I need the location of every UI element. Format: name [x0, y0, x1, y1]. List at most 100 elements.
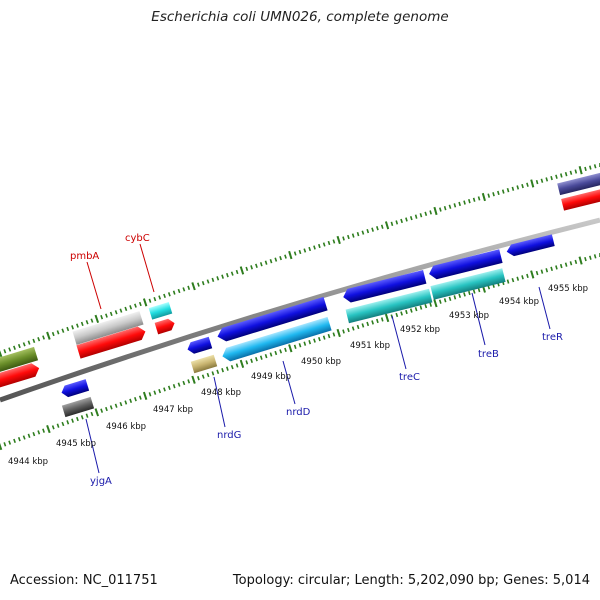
gene-arrow[interactable] — [61, 396, 95, 418]
scale-tick — [293, 251, 297, 256]
scale-tick — [245, 360, 249, 365]
scale-tick — [284, 254, 287, 259]
treR-gene[interactable] — [505, 234, 555, 257]
gene-label-pmbA[interactable]: pmbA — [70, 251, 99, 262]
scale-tick — [250, 358, 253, 363]
scale-tick — [0, 442, 3, 451]
nrdG-gene[interactable] — [186, 336, 213, 355]
scale-tick — [158, 295, 162, 300]
scale-tick — [361, 230, 365, 235]
scale-tick — [216, 276, 220, 281]
scale-tick — [80, 415, 84, 420]
scale-tick — [37, 430, 41, 435]
scale-tick — [37, 337, 41, 342]
scale-tick — [356, 231, 360, 237]
scale-tick — [76, 323, 79, 328]
kbp-label: 4952 kbp — [400, 325, 440, 335]
scale-tick — [255, 357, 258, 362]
treB-cds[interactable] — [430, 268, 506, 300]
scale-tick — [197, 376, 200, 381]
scale-tick — [182, 287, 186, 292]
scale-tick — [376, 318, 379, 324]
scale-tick — [492, 192, 495, 197]
nrdD-gene[interactable] — [215, 296, 328, 343]
gene-label-nrdD[interactable]: nrdD — [286, 407, 311, 418]
scale-tick — [27, 433, 31, 438]
yjgA-gene[interactable] — [60, 379, 90, 398]
treC-gene[interactable] — [342, 270, 427, 304]
scale-tick — [90, 318, 94, 323]
scale-tick — [255, 263, 258, 268]
scale-tick — [51, 331, 55, 337]
scale-tick — [274, 350, 278, 356]
gene-arrow[interactable] — [0, 361, 41, 390]
gene-label-treB[interactable]: treB — [478, 349, 499, 360]
scale-tick — [458, 293, 462, 299]
gene-label-yjgA[interactable]: yjgA — [90, 476, 112, 487]
scale-tick — [322, 242, 326, 247]
scale-tick — [279, 255, 282, 261]
cybC-gene[interactable] — [148, 302, 173, 320]
nrdD-cds[interactable] — [220, 316, 332, 363]
scale-tick — [540, 178, 544, 183]
scale-tick — [356, 324, 360, 330]
scale-tick — [342, 236, 345, 241]
scale-tick — [66, 420, 70, 425]
scale-tick — [472, 289, 476, 294]
scale-tick — [264, 260, 268, 265]
gene-label-treC[interactable]: treC — [399, 372, 420, 383]
pmbA-cds[interactable] — [76, 325, 147, 359]
gene-arrow[interactable] — [557, 172, 600, 196]
gene-label-cybC[interactable]: cybC — [125, 233, 150, 244]
scale-tick — [584, 166, 587, 172]
kbp-label: 4949 kbp — [251, 372, 291, 382]
pmbA-gene[interactable] — [72, 311, 144, 345]
scale-tick — [163, 293, 166, 299]
scale-tick — [226, 272, 229, 278]
scale-tick — [414, 214, 418, 219]
treC-cds[interactable] — [345, 288, 433, 324]
reverse-strand-genes — [60, 234, 555, 418]
gene-labels: pmbA cybC yjgA nrdG nrdD treC treB treR — [70, 233, 563, 487]
scale-tick — [526, 182, 529, 187]
scale-tick — [322, 335, 326, 340]
scale-tick — [463, 200, 466, 205]
gene-arrow[interactable] — [561, 188, 600, 211]
scale-tick — [511, 277, 515, 283]
scale-tick — [497, 190, 500, 196]
scale-tick — [327, 240, 331, 246]
scale-tick — [535, 179, 539, 185]
kbp-label: 4944 kbp — [8, 457, 48, 467]
genome-backbone — [0, 217, 600, 403]
scale-tick — [85, 320, 89, 325]
gene-arrow[interactable] — [190, 354, 218, 374]
scale-tick — [201, 374, 205, 379]
scale-tick — [100, 315, 104, 320]
scale-tick — [574, 169, 578, 174]
treB-gene[interactable] — [427, 249, 503, 280]
scale-tick — [27, 340, 31, 345]
gene-label-treR[interactable]: treR — [542, 332, 563, 343]
scale-tick — [259, 355, 263, 360]
scale-tick — [380, 317, 384, 322]
scale-tick — [22, 435, 26, 440]
scale-tick — [342, 329, 345, 334]
topology-label: Topology: circular; Length: 5,202,090 bp… — [232, 573, 590, 588]
scale-tick — [395, 220, 399, 225]
scale-tick — [351, 233, 355, 238]
cybC-cds[interactable] — [154, 317, 177, 335]
scale-tick — [550, 175, 553, 181]
scale-tick — [371, 227, 374, 232]
scale-tick — [559, 263, 563, 269]
scale-tick — [545, 268, 549, 273]
scale-tick — [366, 321, 370, 327]
scale-tick — [419, 213, 423, 218]
scale-tick — [481, 192, 486, 202]
scale-tick — [211, 277, 215, 283]
scale-tick — [584, 256, 587, 262]
scale-tick — [239, 266, 245, 275]
scale-tick — [347, 234, 350, 240]
scale-tick — [593, 254, 597, 259]
gene-label-nrdG[interactable]: nrdG — [217, 430, 241, 441]
gene-arrow[interactable] — [0, 346, 39, 375]
